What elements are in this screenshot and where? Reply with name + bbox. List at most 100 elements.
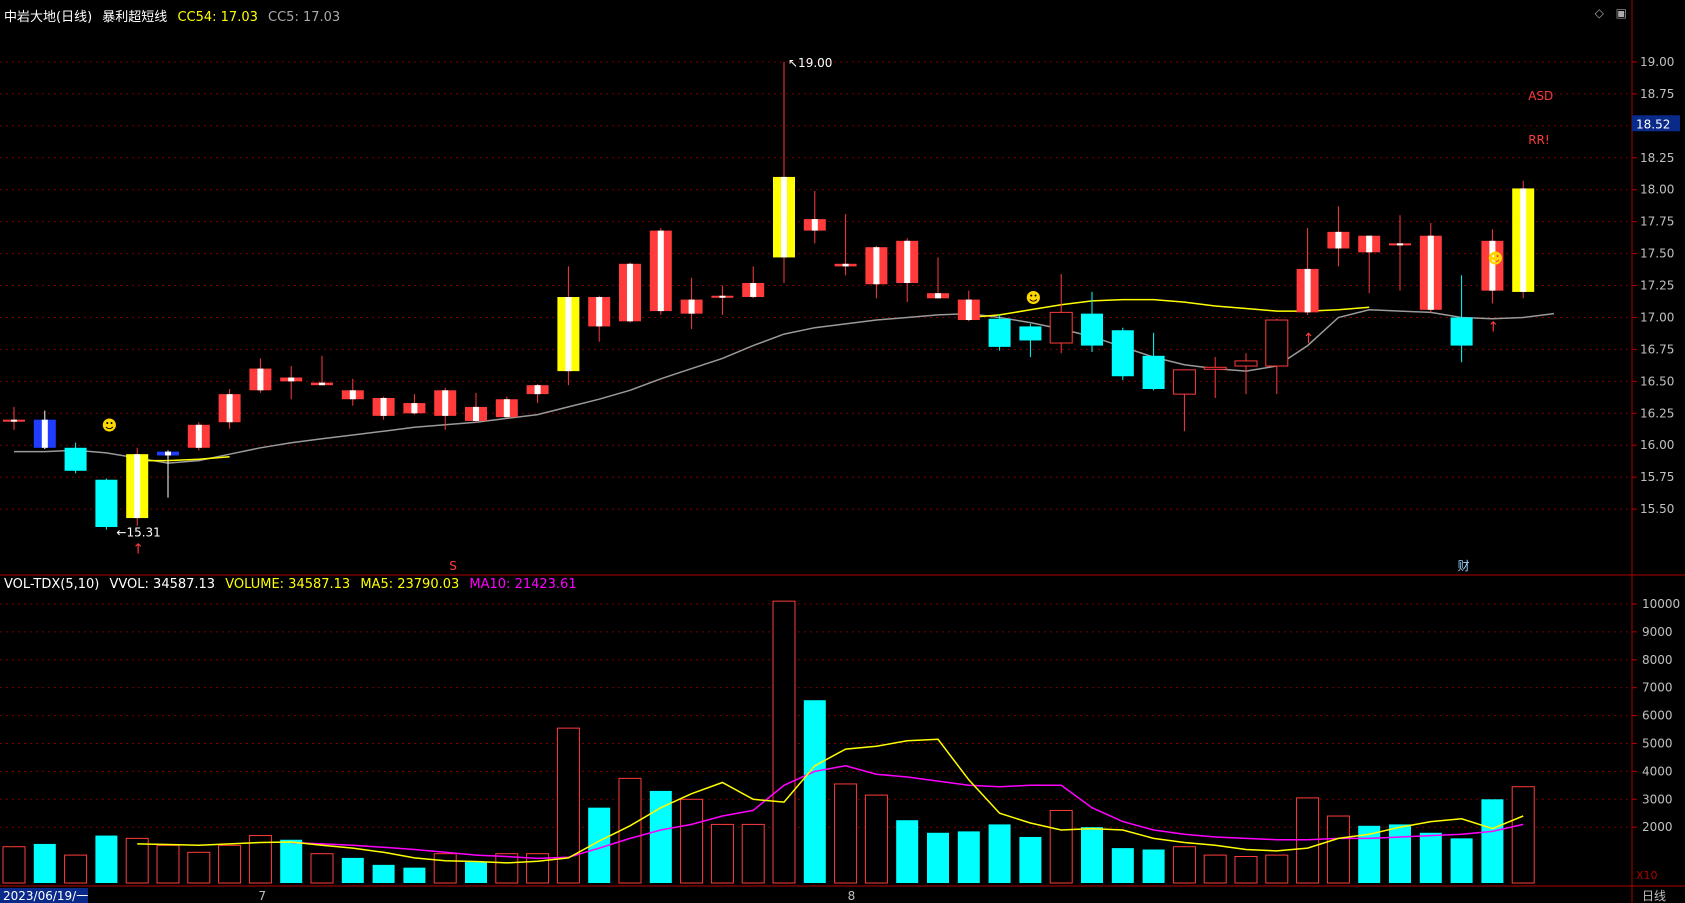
volume-bar[interactable]	[1172, 846, 1196, 884]
toolbar-icons: ◇ ▣	[1587, 6, 1627, 20]
volume-bar[interactable]	[33, 843, 56, 883]
volume-bar[interactable]	[556, 727, 580, 884]
candle-body[interactable]	[988, 318, 1011, 347]
candle-body[interactable]	[1265, 319, 1289, 367]
price-tick-label: 19.00	[1640, 55, 1674, 69]
indicator-name[interactable]: 暴利超短线	[102, 10, 168, 25]
volume-bar[interactable]	[803, 700, 826, 883]
volume-bar[interactable]	[1419, 832, 1442, 883]
candle-center-stripe	[349, 390, 356, 400]
candle-center-stripe	[1304, 268, 1311, 313]
volume-bar[interactable]	[864, 794, 888, 884]
candle-body[interactable]	[1111, 330, 1134, 377]
volume-bar[interactable]	[957, 831, 980, 883]
volume-bar[interactable]	[403, 867, 426, 883]
volume-header: VOL-TDX(5,10) VVOL: 34587.13 VOLUME: 345…	[4, 577, 583, 592]
up-arrow-icon: ↑	[1487, 319, 1499, 335]
candle-body[interactable]	[1019, 326, 1042, 341]
current-price-tag	[1632, 115, 1680, 132]
volume-bar[interactable]	[433, 853, 457, 884]
smiley-icon: ☻	[1488, 249, 1504, 267]
volume-bar[interactable]	[680, 798, 704, 884]
volume-bar[interactable]	[1111, 848, 1134, 883]
vol-title[interactable]: VOL-TDX(5,10)	[4, 577, 100, 592]
candle-body[interactable]	[1081, 313, 1103, 346]
smiley-icon: ☻	[102, 417, 118, 435]
volume-bar[interactable]	[741, 823, 765, 884]
volume-bar[interactable]	[218, 844, 242, 884]
volume-tick-label: 2000	[1642, 820, 1673, 834]
volume-bar[interactable]	[495, 853, 519, 884]
volume-bar[interactable]	[834, 783, 858, 884]
stock-title[interactable]: 中岩大地(日线)	[4, 10, 93, 25]
window-icon[interactable]: ▣	[1615, 6, 1627, 20]
price-tick-label: 16.75	[1640, 342, 1674, 356]
candle-body[interactable]	[1172, 369, 1196, 395]
candle-center-stripe	[534, 385, 541, 395]
period-label[interactable]: 日线	[1642, 889, 1666, 903]
candle-body[interactable]	[1450, 317, 1473, 346]
volume-scale-label: X10	[1636, 869, 1658, 882]
candle-center-stripe	[319, 382, 325, 386]
vvol-value: VVOL: 34587.13	[109, 577, 216, 592]
volume-bar[interactable]	[1203, 854, 1227, 884]
up-arrow-icon: ↑	[132, 542, 144, 558]
volume-bar[interactable]	[248, 835, 272, 884]
candle-center-stripe	[195, 424, 202, 448]
up-arrow-icon: ↑	[1303, 331, 1315, 347]
volume-bar[interactable]	[1142, 849, 1165, 883]
volume-bar[interactable]	[1049, 809, 1073, 884]
volume-panel[interactable]	[2, 600, 1535, 884]
volume-bar[interactable]	[341, 857, 364, 883]
candle-body[interactable]	[1049, 311, 1073, 344]
volume-bar[interactable]	[649, 790, 672, 883]
candle-center-stripe	[11, 419, 17, 422]
candle-center-stripe	[380, 397, 387, 416]
candle-body[interactable]	[1142, 355, 1165, 390]
volume-bar[interactable]	[2, 846, 26, 884]
volume-bar[interactable]	[95, 835, 118, 883]
volume-bar[interactable]	[618, 777, 642, 884]
volume-bar[interactable]	[1265, 854, 1289, 884]
volume-bar[interactable]	[927, 832, 949, 883]
volume-bar[interactable]	[1081, 827, 1103, 883]
volume-bar[interactable]	[1389, 824, 1411, 883]
volume-bar[interactable]	[125, 837, 149, 884]
price-tick-label: 17.50	[1640, 247, 1674, 261]
candle-body[interactable]	[1203, 366, 1227, 370]
volume-bar[interactable]	[772, 600, 796, 884]
volume-bar[interactable]	[187, 851, 211, 884]
volume-bar[interactable]	[1481, 799, 1504, 883]
price-panel[interactable]: ↖19.00 ←15.31 ↑ ↑ ↑ ☻ ☻ ☻ ASD RR! S 财	[3, 56, 1555, 573]
month-marker: S	[449, 559, 457, 573]
volume-bar[interactable]	[310, 853, 334, 884]
volume-bar[interactable]	[280, 839, 303, 883]
volume-bar[interactable]	[988, 824, 1011, 883]
price-tick-label: 16.25	[1640, 406, 1674, 420]
volume-bar[interactable]	[156, 844, 180, 884]
volume-bar[interactable]	[1358, 825, 1381, 883]
volume-bar[interactable]	[64, 854, 88, 884]
date-label: 2023/06/19/一	[3, 889, 88, 903]
volume-bar[interactable]	[1511, 786, 1535, 884]
volume-bar[interactable]	[588, 807, 611, 883]
candle-body[interactable]	[95, 479, 118, 528]
volume-bar[interactable]	[1450, 838, 1473, 883]
candle-body[interactable]	[64, 447, 87, 471]
volume-bar[interactable]	[465, 862, 487, 883]
diamond-icon[interactable]: ◇	[1594, 6, 1604, 20]
volume-bar[interactable]	[896, 820, 919, 883]
volume-bar[interactable]	[1326, 815, 1350, 884]
volume-bar[interactable]	[710, 823, 734, 884]
price-tick-label: 15.50	[1640, 502, 1674, 516]
ma5-value: MA5: 23790.03	[360, 577, 460, 592]
price-tick-label: 16.00	[1640, 438, 1674, 452]
cc5-value: CC5: 17.03	[268, 10, 341, 25]
candle-center-stripe	[811, 219, 818, 231]
candle-body[interactable]	[1234, 360, 1258, 367]
volume-bar[interactable]	[1234, 855, 1258, 884]
volume-bar[interactable]	[372, 864, 395, 883]
chart-header: 中岩大地(日线) 暴利超短线 CC54: 17.03 CC5: 17.03	[4, 6, 346, 25]
volume-bar[interactable]	[1019, 836, 1042, 883]
